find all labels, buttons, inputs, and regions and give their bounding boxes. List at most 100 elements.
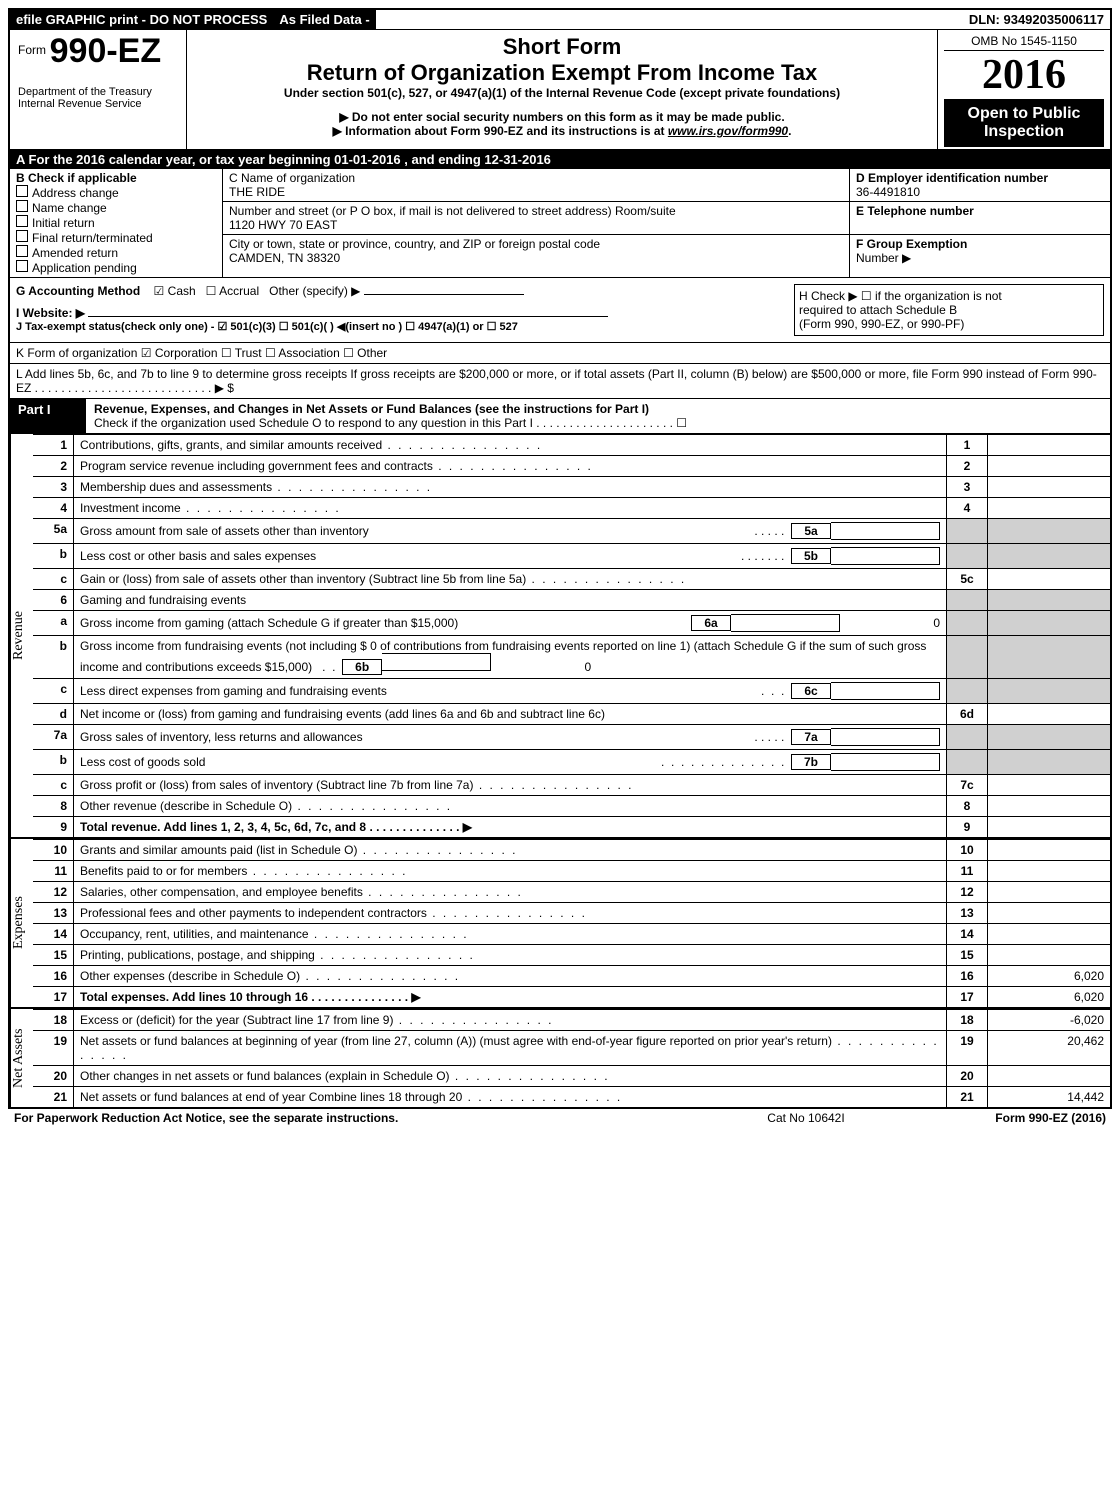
chk-amended-return[interactable]: Amended return [16, 245, 216, 260]
chk-final-return[interactable]: Final return/terminated [16, 230, 216, 245]
chk-application-pending[interactable]: Application pending [16, 260, 216, 275]
f-label: F Group Exemption [856, 237, 1104, 251]
l6-boxshade [947, 590, 988, 611]
l5c-val [988, 569, 1111, 590]
l15-box: 15 [947, 945, 988, 966]
row-k: K Form of organization ☑ Corporation ☐ T… [10, 343, 1110, 364]
l6a-desc: Gross income from gaming (attach Schedul… [80, 616, 684, 630]
g-label: G Accounting Method [16, 284, 140, 298]
l8-num: 8 [33, 796, 74, 817]
l12-desc: Salaries, other compensation, and employ… [74, 882, 947, 903]
l16-box: 16 [947, 966, 988, 987]
l6b-subval [382, 653, 491, 671]
l4-val [988, 498, 1111, 519]
org-name: THE RIDE [229, 185, 843, 199]
l12-box: 12 [947, 882, 988, 903]
e-label: E Telephone number [856, 204, 1104, 218]
return-title: Return of Organization Exempt From Incom… [195, 60, 929, 86]
l14-box: 14 [947, 924, 988, 945]
l11-num: 11 [33, 861, 74, 882]
irs-label: Internal Revenue Service [18, 98, 178, 110]
city-state-zip: CAMDEN, TN 38320 [229, 251, 843, 265]
l2-num: 2 [33, 456, 74, 477]
l10-num: 10 [33, 840, 74, 861]
l1-num: 1 [33, 435, 74, 456]
l7b-sub: 7b [791, 754, 831, 770]
l1-desc: Contributions, gifts, grants, and simila… [74, 435, 947, 456]
l17-val: 6,020 [988, 987, 1111, 1008]
side-revenue: Revenue [10, 434, 33, 837]
l14-num: 14 [33, 924, 74, 945]
l6c-desc: Less direct expenses from gaming and fun… [80, 684, 754, 698]
l20-desc: Other changes in net assets or fund bala… [74, 1066, 947, 1087]
footer-right: Form 990-EZ (2016) [906, 1111, 1106, 1125]
form-number: 990-EZ [50, 32, 162, 70]
l3-num: 3 [33, 477, 74, 498]
address-row: Number and street (or P O box, if mail i… [223, 202, 849, 235]
l7b-num: b [33, 750, 74, 775]
l21-box: 21 [947, 1087, 988, 1108]
dln-label: DLN: 93492035006117 [963, 10, 1110, 29]
chk-address-change[interactable]: Address change [16, 185, 216, 200]
h-line2: required to attach Schedule B [799, 303, 1099, 317]
l6a-num: a [33, 611, 74, 636]
l6d-val [988, 704, 1111, 725]
revenue-wrap: Revenue 1Contributions, gifts, grants, a… [10, 434, 1110, 837]
l9-box: 9 [947, 817, 988, 838]
l5a-boxshade [947, 519, 988, 544]
year-cell: OMB No 1545-1150 2016 Open to Public Ins… [938, 30, 1110, 149]
l5a-subval [831, 522, 940, 540]
h-box: H Check ▶ ☐ if the organization is not r… [794, 284, 1104, 336]
l4-box: 4 [947, 498, 988, 519]
l16-val: 6,020 [988, 966, 1111, 987]
footer-row: For Paperwork Reduction Act Notice, see … [8, 1109, 1112, 1127]
l7a-subval [831, 728, 940, 746]
l7b-desc: Less cost of goods sold [80, 755, 651, 769]
l6a-subval [731, 614, 840, 632]
form-number-cell: Form 990-EZ Department of the Treasury I… [10, 30, 187, 149]
header-row: Form 990-EZ Department of the Treasury I… [10, 30, 1110, 150]
row-l: L Add lines 5b, 6c, and 7b to line 9 to … [10, 364, 1110, 399]
l5a-desc-wrap: Gross amount from sale of assets other t… [74, 519, 947, 544]
l19-desc: Net assets or fund balances at beginning… [74, 1031, 947, 1066]
l7c-box: 7c [947, 775, 988, 796]
l7c-num: c [33, 775, 74, 796]
l17-desc: Total expenses. Add lines 10 through 16 … [74, 987, 947, 1008]
part1-title: Revenue, Expenses, and Changes in Net As… [94, 402, 649, 416]
l6d-num: d [33, 704, 74, 725]
expenses-wrap: Expenses 10Grants and similar amounts pa… [10, 837, 1110, 1007]
open-line1: Open to Public [948, 105, 1100, 123]
l9-desc: Total revenue. Add lines 1, 2, 3, 4, 5c,… [74, 817, 947, 838]
l8-box: 8 [947, 796, 988, 817]
title-cell: Short Form Return of Organization Exempt… [187, 30, 938, 149]
l11-val [988, 861, 1111, 882]
l6c-num: c [33, 679, 74, 704]
city-row: City or town, state or province, country… [223, 235, 849, 267]
part1-title-wrap: Revenue, Expenses, and Changes in Net As… [86, 399, 1110, 433]
efile-label: efile GRAPHIC print - DO NOT PROCESS [10, 10, 273, 29]
l7b-valshade [988, 750, 1111, 775]
l5b-boxshade [947, 544, 988, 569]
g-cash: Cash [168, 284, 196, 298]
c-label: C Name of organization [229, 171, 843, 185]
check-b-title: B Check if applicable [16, 171, 216, 185]
irs-link[interactable]: www.irs.gov/form990 [668, 124, 788, 138]
l7a-valshade [988, 725, 1111, 750]
l18-val: -6,020 [988, 1010, 1111, 1031]
l21-val: 14,442 [988, 1087, 1111, 1108]
street-address: 1120 HWY 70 EAST [229, 218, 843, 232]
l20-val [988, 1066, 1111, 1087]
asfiled-label: As Filed Data - [273, 10, 375, 29]
f-label2: Number ▶ [856, 251, 1104, 265]
chk-name-change[interactable]: Name change [16, 200, 216, 215]
l11-desc: Benefits paid to or for members [74, 861, 947, 882]
section-a-row: A For the 2016 calendar year, or tax yea… [10, 150, 1110, 169]
revenue-table: 1Contributions, gifts, grants, and simil… [33, 434, 1110, 837]
l5b-subval [831, 547, 940, 565]
l8-desc: Other revenue (describe in Schedule O) [74, 796, 947, 817]
side-expenses: Expenses [10, 839, 33, 1007]
chk-initial-return[interactable]: Initial return [16, 215, 216, 230]
l8-val [988, 796, 1111, 817]
l18-box: 18 [947, 1010, 988, 1031]
check-column-b: B Check if applicable Address change Nam… [10, 169, 223, 277]
